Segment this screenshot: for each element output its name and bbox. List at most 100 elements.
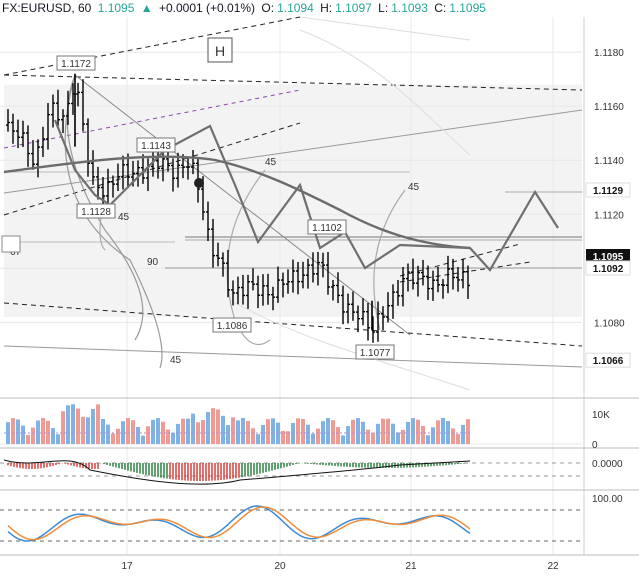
ohlc-bar: [316, 251, 320, 286]
ohlc-bar: [361, 298, 365, 326]
ohlc-bar: [86, 118, 90, 177]
ohlc-bar: [116, 163, 120, 192]
resistance-line: [3, 74, 583, 91]
ohlc-bar: [81, 79, 85, 132]
volume-bar: [321, 421, 325, 444]
volume-bar: [326, 418, 330, 444]
volume-bar: [356, 418, 360, 444]
volume-bar: [131, 420, 135, 444]
x-tick-label: 17: [121, 561, 133, 572]
volume-bar: [201, 420, 205, 444]
volume-bar: [441, 418, 445, 444]
volume-bar: [411, 418, 415, 444]
price-tag: [586, 249, 630, 263]
volume-bar: [181, 418, 185, 444]
gann-arc-2: [64, 74, 163, 369]
purple-dashed-line: [3, 89, 301, 149]
pivot-dot: [194, 178, 204, 188]
high-value: 1.1097: [335, 1, 372, 15]
change-arrow-icon: ▲: [140, 1, 153, 15]
ohlc-bar: [261, 274, 265, 306]
ohlc-bar: [391, 284, 395, 319]
annotation-box: [76, 203, 116, 219]
volume-bar: [301, 419, 305, 444]
volume-bar: [86, 417, 90, 444]
price-tag-label: 1.1095: [593, 252, 624, 263]
annotation-label: 1.1128: [81, 207, 111, 218]
gann-angle-label: 45: [265, 157, 277, 168]
volume-bar: [176, 423, 180, 444]
ohlc-bar: [256, 275, 260, 309]
ohlc-bar: [461, 258, 465, 289]
ohlc-bar: [411, 258, 415, 290]
ohlc-bar: [246, 274, 250, 309]
left-box: [1, 235, 21, 253]
symbol-label[interactable]: FX:EURUSD, 60: [2, 1, 92, 15]
macd-line: [3, 459, 471, 485]
volume-bar: [401, 429, 405, 444]
ohlc-series: [6, 79, 470, 343]
ohlc-bar: [241, 274, 245, 305]
volume-bar: [381, 418, 385, 444]
volume-bar: [101, 418, 105, 444]
volume-bar: [11, 418, 15, 444]
ohlc-bar: [236, 276, 240, 305]
gann-angle-label: 45: [118, 212, 130, 223]
volume-bar: [211, 408, 215, 444]
ohlc-bar: [301, 261, 305, 289]
volume-bar: [71, 404, 75, 444]
close-label: C:: [434, 1, 447, 15]
volume-bar: [456, 433, 460, 444]
price-tag: [585, 182, 631, 198]
ohlc-bar: [381, 306, 385, 331]
volume-bar: [376, 423, 380, 444]
volume-bar: [366, 429, 370, 444]
volume-bar: [281, 430, 285, 444]
marker-label: H: [215, 43, 225, 59]
ohlc-bar: [61, 109, 65, 134]
ohlc-bar: [11, 113, 15, 144]
volume-bar: [251, 428, 255, 444]
volume-bar: [16, 419, 20, 444]
ohlc-bar: [296, 262, 300, 295]
ohlc-bar: [221, 252, 225, 277]
ohlc-bar: [271, 286, 275, 311]
x-tick-label: 21: [405, 561, 417, 572]
volume-bar: [446, 420, 450, 444]
volume-bar: [266, 419, 270, 444]
annotation-box: [56, 55, 96, 71]
ohlc-bar: [121, 155, 125, 190]
ohlc-bar: [46, 103, 50, 150]
price-tag: [585, 352, 631, 368]
stoch-k-line: [7, 505, 471, 542]
volume-bar: [311, 433, 315, 444]
volume-bar: [46, 420, 50, 444]
wedge-upper-line: [399, 243, 521, 277]
price-tag-label: 1.1066: [593, 356, 624, 367]
ohlc-bar: [406, 263, 410, 292]
ohlc-bar: [41, 126, 45, 158]
horizontal-line-d: [3, 345, 583, 368]
volume-bar: [96, 404, 100, 444]
volume-bar: [221, 415, 225, 444]
ohlc-bar: [276, 266, 280, 303]
ohlc-bar: [31, 140, 35, 170]
volume-bar: [216, 409, 220, 444]
ohlc-bar: [286, 269, 290, 294]
ohlc-bar: [436, 266, 440, 293]
gann-arc-4: [373, 189, 406, 331]
ohlc-bar: [336, 272, 340, 304]
volume-bar: [126, 418, 130, 444]
volume-bar: [336, 427, 340, 444]
ohlc-bar: [171, 158, 175, 192]
volume-bar: [306, 424, 310, 444]
ohlc-bar: [266, 273, 270, 305]
ohlc-bar: [101, 177, 105, 208]
ohlc-bar: [51, 94, 55, 128]
price-tag-label: 1.1129: [593, 186, 623, 197]
ohlc-bar: [456, 267, 460, 292]
ohlc-bar: [331, 280, 335, 301]
volume-bar: [421, 425, 425, 444]
volume-bar: [111, 433, 115, 444]
